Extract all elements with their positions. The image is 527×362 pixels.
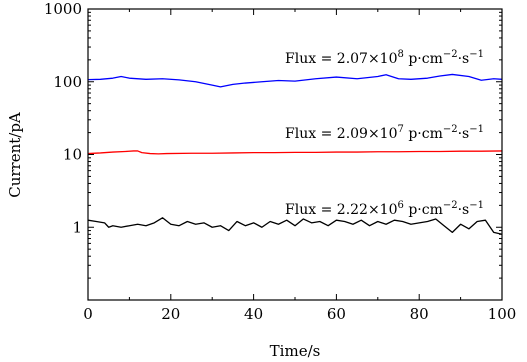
annotation-exponent: 8 bbox=[398, 49, 404, 60]
x-tick-label: 80 bbox=[410, 305, 429, 323]
x-axis-label: Time/s bbox=[270, 342, 321, 360]
x-tick-label: 100 bbox=[488, 305, 517, 323]
annotation-text: ·s bbox=[458, 126, 470, 142]
annotation-exponent: 6 bbox=[398, 200, 404, 211]
series-line-3 bbox=[87, 217, 503, 235]
series-line-2 bbox=[87, 150, 503, 155]
x-tick-label: 20 bbox=[161, 305, 180, 323]
annotation-exponent: 7 bbox=[398, 124, 404, 135]
series-line-1 bbox=[87, 73, 503, 88]
annotation-exponent: −2 bbox=[443, 49, 458, 60]
annotation-text: p·cm bbox=[404, 202, 443, 218]
x-tick-label: 60 bbox=[327, 305, 346, 323]
flux-annotation: Flux = 2.22×106 p·cm−2·s−1 bbox=[285, 200, 484, 218]
annotation-text: p·cm bbox=[404, 126, 443, 142]
axes-layer: 0 20 40 60 80 100 1 10 100 1000 bbox=[44, 0, 517, 323]
annotation-exponent: −1 bbox=[469, 49, 484, 60]
y-tick-label: 100 bbox=[53, 73, 82, 91]
flux-annotation: Flux = 2.07×108 p·cm−2·s−1 bbox=[285, 49, 484, 67]
annotation-exponent: −2 bbox=[443, 200, 458, 211]
y-axis-label: Current/pA bbox=[6, 112, 24, 198]
x-tick-label: 0 bbox=[83, 305, 93, 323]
x-tick-label: 40 bbox=[244, 305, 263, 323]
annotation-exponent: −1 bbox=[469, 200, 484, 211]
series-layer bbox=[87, 73, 503, 235]
y-tick-label: 1000 bbox=[44, 0, 82, 18]
annotation-text: ·s bbox=[458, 202, 470, 218]
annotation-text: ·s bbox=[458, 51, 470, 67]
annotation-exponent: −2 bbox=[443, 124, 458, 135]
annotation-exponent: −1 bbox=[469, 124, 484, 135]
flux-annotation: Flux = 2.09×107 p·cm−2·s−1 bbox=[285, 124, 484, 142]
y-tick-label: 1 bbox=[72, 218, 82, 236]
y-tick-label: 10 bbox=[63, 146, 82, 164]
annotation-text: Flux = 2.07×10 bbox=[285, 51, 397, 67]
annotation-text: p·cm bbox=[404, 51, 443, 67]
annotation-text: Flux = 2.09×10 bbox=[285, 126, 397, 142]
annotation-text: Flux = 2.22×10 bbox=[285, 202, 397, 218]
